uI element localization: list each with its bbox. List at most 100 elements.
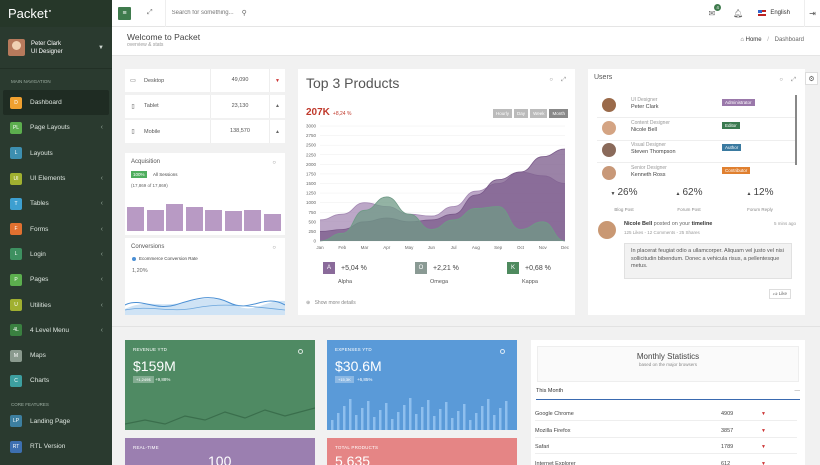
post-action: posted on your	[653, 221, 691, 227]
fullscreen-icon[interactable]: ⤢	[147, 9, 153, 16]
menu-toggle-button[interactable]: ≡	[118, 6, 131, 20]
sidebar-item-utilities[interactable]: U Utilities ‹	[0, 292, 112, 317]
avatar	[598, 221, 616, 239]
user-row[interactable]: Senior Designer Kenneth Ross Contributor	[597, 164, 797, 186]
sidebar-item-ui-elements[interactable]: UI UI Elements ‹	[0, 166, 112, 191]
sidebar-item-landing-page[interactable]: LP Landing Page	[0, 409, 112, 434]
y-tick-label: 1000	[306, 200, 317, 205]
tile-options-icon[interactable]	[500, 349, 505, 354]
device-row-mobile[interactable]: ▯ Mobile 138,570 ▲	[125, 120, 285, 143]
trend-down-icon: ▼	[761, 460, 766, 465]
revenue-sparkline	[125, 407, 315, 425]
acquisition-bar	[224, 211, 242, 231]
post-target[interactable]: timeline	[691, 221, 713, 227]
product-name: Alpha	[338, 279, 353, 285]
breadcrumb-current: Dashboard	[774, 37, 804, 43]
sidebar-item-layouts[interactable]: L Layouts	[0, 141, 112, 166]
collapse-icon[interactable]: —	[794, 388, 801, 394]
show-more-label: Show more details	[314, 300, 356, 306]
chevron-left-icon: ‹	[100, 200, 103, 208]
refresh-icon[interactable]: ○	[549, 77, 553, 83]
tile-real-time[interactable]: REAL-TIME 100	[125, 438, 315, 465]
sidebar-item-maps[interactable]: M Maps	[0, 343, 112, 368]
tile-expenses-ytd[interactable]: EXPENSES YTD $30.6M +15,3K +6,85%	[327, 340, 517, 430]
sidebar-item-4-level-menu[interactable]: 4L 4 Level Menu ‹	[0, 318, 112, 343]
tile-options-icon[interactable]	[298, 349, 303, 354]
logo[interactable]: Packet ●	[0, 0, 112, 27]
sidebar-item-pages[interactable]: P Pages ‹	[0, 267, 112, 292]
browser-row[interactable]: Mozilla Firefox 3857 ▼	[535, 425, 797, 438]
language-selector[interactable]: English	[758, 10, 790, 16]
sidebar-item-page-layouts[interactable]: PL Page Layouts ‹	[0, 115, 112, 140]
topbar-right: ✉ 4 🔔︎ English ⇥	[699, 0, 820, 27]
like-button[interactable]: 👍︎ Like	[768, 289, 791, 299]
user-row[interactable]: Content Designer Nicole Bell Editor	[597, 119, 797, 141]
search-input[interactable]	[171, 10, 242, 16]
product-omega: O +2,21 %	[415, 262, 459, 274]
sidebar-item-rtl-version[interactable]: RT RTL Version	[0, 434, 112, 459]
user-row[interactable]: UI Designer Peter Clark Administrator	[597, 96, 797, 118]
nav-badge: L	[10, 248, 22, 261]
tile-total-products[interactable]: TOTAL PRODUCTS 5.635	[327, 438, 517, 465]
stat-arrow-icon: ▲	[746, 191, 752, 197]
sidebar-item-label: Layouts	[30, 149, 53, 157]
settings-gear-icon[interactable]: ⚙	[805, 72, 818, 85]
breadcrumb-home[interactable]: Home	[745, 37, 762, 43]
y-tick-label: 250	[308, 229, 316, 234]
trend-down-icon: ▼	[761, 427, 766, 434]
mail-icon[interactable]: ✉ 4	[708, 3, 722, 18]
acquisition-bar	[244, 210, 261, 231]
fullscreen-icon[interactable]: ⤢	[791, 77, 796, 83]
post-author[interactable]: Nicole Bell	[624, 221, 653, 227]
fullscreen-icon[interactable]: ⤢	[561, 77, 566, 83]
range-hourly-button[interactable]: Hourly	[493, 109, 513, 118]
tile-pill: +15,3K	[335, 376, 354, 383]
chevron-down-icon[interactable]: ▼	[98, 44, 104, 51]
nav-list: D Dashboard PL Page Layouts ‹ L Layouts UI UI El…	[0, 90, 112, 394]
user-row[interactable]: Visual Designer Steven Thompson Author	[597, 141, 797, 163]
expense-bar	[439, 409, 442, 430]
refresh-icon[interactable]: ○	[779, 77, 783, 83]
users-title: Users	[594, 74, 613, 81]
browser-value: 4909	[721, 411, 734, 417]
sidebar-item-dashboard[interactable]: D Dashboard	[3, 90, 109, 116]
user-list-scrollbar[interactable]	[795, 95, 797, 165]
sidebar-item-tables[interactable]: T Tables ‹	[0, 191, 112, 216]
right-sidebar-toggle-icon[interactable]: ⇥	[804, 0, 820, 27]
sidebar-item-charts[interactable]: C Charts	[0, 368, 112, 393]
topbar: ≡ ⤢ ⚲ ✉4 🔔︎ English ⇥	[112, 0, 820, 27]
show-more-link[interactable]: ⊕ Show more details	[306, 300, 356, 306]
sidebar-item-label: Dashboard	[30, 99, 62, 107]
expense-bar	[337, 413, 340, 430]
search-icon[interactable]: ⚲	[241, 10, 247, 17]
expense-bar	[331, 420, 334, 430]
refresh-icon[interactable]: ○	[272, 245, 276, 251]
sidebar-item-forms[interactable]: F Forms ‹	[0, 216, 112, 241]
range-week-button[interactable]: Week	[530, 109, 548, 118]
expense-bar	[499, 408, 502, 430]
sidebar: Packet ● Peter Clark UI Designer ▼ MAIN …	[0, 0, 112, 465]
tile-value: 5.635	[335, 453, 371, 465]
role-badge: Administrator	[722, 99, 755, 106]
range-month-button[interactable]: Month	[549, 109, 568, 118]
range-day-button[interactable]: Day	[514, 109, 529, 118]
sidebar-item-login[interactable]: L Login ‹	[0, 242, 112, 267]
device-row-desktop[interactable]: ▭ Desktop 49,090 ▼	[125, 69, 285, 92]
tile-revenue-ytd[interactable]: REVENUE YTD $159M +1,249$ +9,88%	[125, 340, 315, 430]
browser-row[interactable]: Internet Explorer 612 ▼	[535, 458, 797, 465]
browser-row[interactable]: Google Chrome 4909 ▼	[535, 408, 797, 421]
trend-down-icon: ▼	[761, 411, 766, 417]
avatar	[602, 143, 616, 157]
user-profile[interactable]: Peter Clark UI Designer ▼	[0, 27, 112, 69]
x-tick-label: Dec	[561, 245, 570, 250]
refresh-icon[interactable]: ○	[272, 160, 276, 166]
device-row-tablet[interactable]: ▯ Tablet 23,130 ▲	[125, 94, 285, 118]
bell-icon[interactable]: 🔔︎	[733, 8, 744, 18]
x-tick-label: Mar	[361, 245, 369, 250]
conversions-wave	[125, 297, 285, 315]
nav-badge: F	[10, 223, 22, 236]
tile-change: +6,85%	[357, 377, 373, 382]
period-header[interactable]: This Month —	[536, 388, 800, 400]
browser-row[interactable]: Safari 1789 ▼	[535, 441, 797, 454]
tile-value: $159M	[133, 358, 176, 374]
